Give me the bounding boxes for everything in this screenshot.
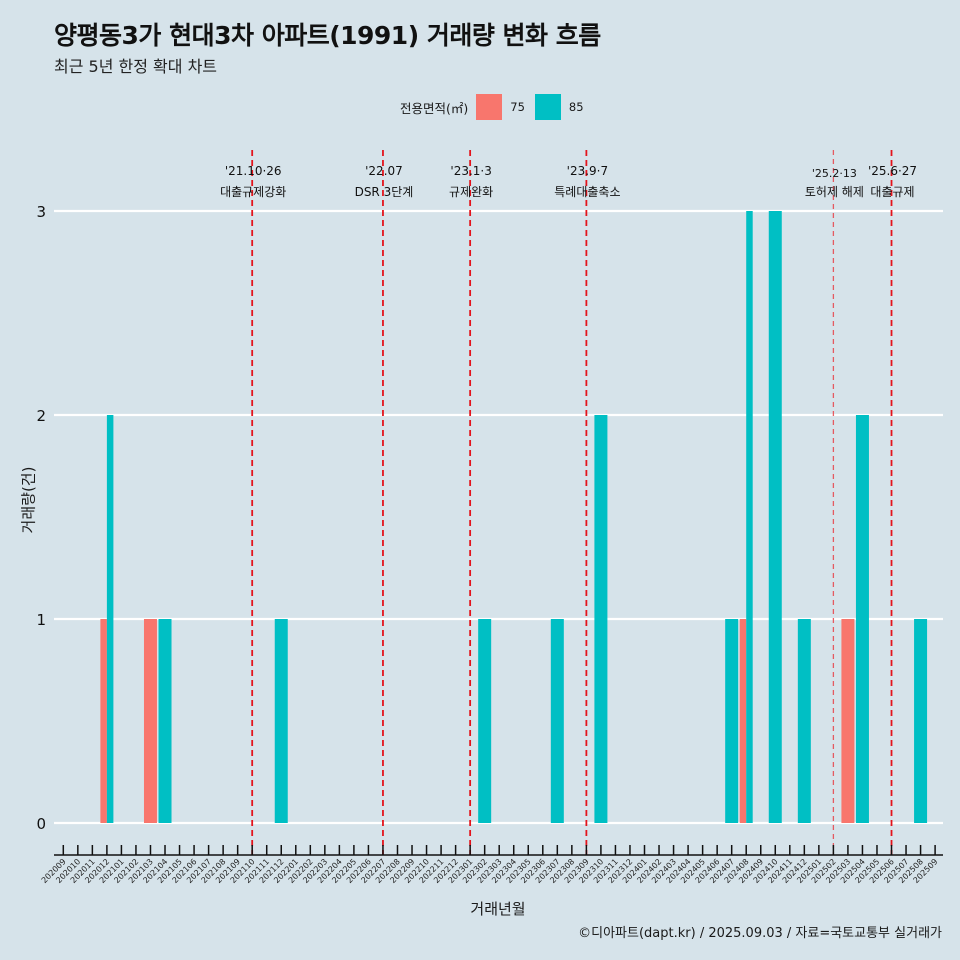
event-date: '25.2·13 — [812, 167, 857, 180]
event-label: 대출규제 — [870, 185, 914, 199]
event-date: '25.6·27 — [868, 164, 917, 178]
y-axis-title: 거래량(건) — [19, 466, 38, 534]
y-tick-label: 1 — [36, 611, 46, 629]
x-axis-title: 거래년월 — [470, 900, 526, 918]
event-date: '21.10·26 — [225, 164, 282, 178]
y-tick-label: 2 — [36, 407, 46, 425]
chart-title: 양평동3가 현대3차 아파트(1991) 거래량 변화 흐름 — [54, 21, 601, 50]
bar-85-202104 — [158, 619, 172, 823]
event-label: 토허제 해제 — [805, 185, 864, 199]
legend: 전용면적(㎡) 75 85 — [400, 94, 594, 120]
bar-85-202410 — [768, 211, 782, 823]
legend-label-75: 75 — [510, 100, 525, 114]
legend-title: 전용면적(㎡) — [400, 100, 469, 116]
bar-85-202407 — [725, 619, 739, 823]
y-tick-label: 0 — [36, 815, 46, 833]
event-label: 특례대출축소 — [554, 185, 620, 199]
bar-85-202307 — [550, 619, 564, 823]
bar-85-202012 — [106, 415, 114, 823]
bar-85-202408 — [746, 211, 753, 823]
event-date: '23.1·3 — [450, 164, 491, 178]
legend-swatch-75 — [476, 94, 503, 120]
bar-85-202112 — [274, 619, 288, 823]
bar-85-202508 — [914, 619, 928, 823]
bar-75-202408 — [739, 619, 747, 823]
legend-label-85: 85 — [568, 100, 584, 114]
chart-subtitle: 최근 5년 한정 확대 차트 — [54, 57, 218, 76]
event-label: 규제완화 — [449, 185, 493, 199]
bar-75-202103 — [143, 619, 157, 823]
event-label: 대출규제강화 — [220, 185, 286, 199]
source-caption: ©디아파트(dapt.kr) / 2025.09.03 / 자료=국토교통부 실… — [578, 926, 942, 941]
bar-85-202302 — [478, 619, 492, 823]
bar-85-202310 — [594, 415, 608, 823]
bar-85-202412 — [797, 619, 811, 823]
bar-85-202504 — [855, 415, 869, 823]
event-label: DSR 3단계 — [355, 185, 414, 199]
bar-75-202503 — [841, 619, 855, 823]
event-date: '23.9·7 — [567, 164, 608, 178]
legend-swatch-85 — [534, 94, 561, 120]
y-tick-label: 3 — [36, 203, 46, 221]
event-date: '22.07 — [365, 164, 403, 178]
bar-75-202012 — [100, 619, 107, 823]
